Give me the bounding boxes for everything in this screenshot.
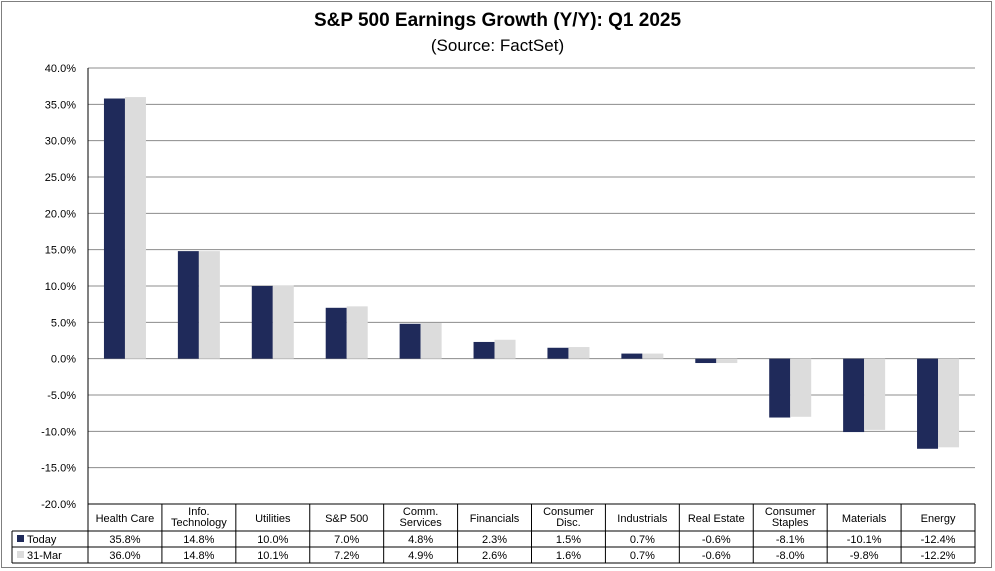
y-tick-label: -20.0% (41, 499, 76, 511)
bar-31-mar (198, 251, 220, 359)
bar-today (325, 307, 347, 359)
category-label: Technology (171, 517, 227, 529)
bar-today (399, 323, 421, 359)
data-label: -8.1% (776, 534, 805, 546)
bar-31-mar (642, 353, 664, 359)
data-label: 4.8% (408, 534, 433, 546)
data-label: 1.6% (556, 550, 581, 562)
data-label: 4.9% (408, 550, 433, 562)
chart-subtitle: (Source: FactSet) (430, 36, 565, 55)
bar-today (473, 341, 495, 359)
legend-key (17, 535, 24, 542)
data-label: 7.2% (334, 550, 359, 562)
category-label: Health Care (96, 513, 155, 525)
data-label: 0.7% (630, 534, 655, 546)
data-label: 7.0% (334, 534, 359, 546)
data-label: -10.1% (847, 534, 882, 546)
category-label: Energy (921, 513, 956, 525)
data-label: 2.6% (482, 550, 507, 562)
data-label: -0.6% (702, 550, 731, 562)
bar-today (917, 358, 939, 449)
bar-today (547, 347, 569, 359)
category-label: Real Estate (688, 513, 745, 525)
bar-31-mar (272, 285, 294, 359)
data-label: 10.0% (257, 534, 288, 546)
bar-today (769, 358, 791, 418)
y-tick-label: -5.0% (47, 390, 76, 402)
bar-today (843, 358, 865, 433)
category-label: Staples (772, 517, 809, 529)
category-label: S&P 500 (325, 513, 368, 525)
y-tick-label: 30.0% (45, 136, 76, 148)
category-label: Info. (188, 506, 209, 518)
category-label: Consumer (543, 506, 594, 518)
category-label: Disc. (556, 517, 580, 529)
y-tick-label: -10.0% (41, 426, 76, 438)
category-label: Utilities (255, 513, 291, 525)
bar-31-mar (346, 306, 368, 359)
category-label: Comm. (403, 506, 438, 518)
data-label: -0.6% (702, 534, 731, 546)
data-label: 36.0% (109, 550, 140, 562)
bar-31-mar (124, 97, 146, 359)
bar-31-mar (420, 323, 442, 359)
bar-31-mar (568, 347, 590, 359)
y-tick-label: 35.0% (45, 99, 76, 111)
data-label: -8.0% (776, 550, 805, 562)
data-label: 35.8% (109, 534, 140, 546)
bar-31-mar (864, 358, 886, 430)
data-label: 14.8% (183, 534, 214, 546)
y-tick-label: -15.0% (41, 463, 76, 475)
legend-key (17, 551, 24, 558)
data-label: 10.1% (257, 550, 288, 562)
bar-today (251, 286, 273, 359)
data-label: 14.8% (183, 550, 214, 562)
data-label: -12.2% (921, 550, 956, 562)
bar-31-mar (938, 358, 960, 448)
data-label: 0.7% (630, 550, 655, 562)
bar-today (103, 98, 125, 359)
category-label: Consumer (765, 506, 816, 518)
y-tick-label: 40.0% (45, 63, 76, 75)
data-label: -9.8% (850, 550, 879, 562)
bar-31-mar (790, 358, 812, 417)
category-label: Industrials (617, 513, 668, 525)
y-tick-label: 5.0% (51, 317, 76, 329)
category-label: Services (400, 517, 443, 529)
y-tick-label: 0.0% (51, 354, 76, 366)
category-label: Financials (470, 513, 520, 525)
legend-label: 31-Mar (27, 550, 62, 562)
bar-today (695, 358, 717, 364)
category-label: Materials (842, 513, 887, 525)
y-tick-label: 15.0% (45, 245, 76, 257)
legend-label: Today (27, 534, 57, 546)
chart-title: S&P 500 Earnings Growth (Y/Y): Q1 2025 (313, 10, 682, 31)
bar-31-mar (716, 358, 738, 364)
data-label: 2.3% (482, 534, 507, 546)
bar-31-mar (494, 339, 516, 359)
y-tick-label: 25.0% (45, 172, 76, 184)
y-tick-label: 20.0% (45, 208, 76, 220)
bar-today (177, 251, 199, 359)
bar-today (621, 353, 643, 359)
data-label: 1.5% (556, 534, 581, 546)
data-label: -12.4% (921, 534, 956, 546)
y-tick-label: 10.0% (45, 281, 76, 293)
